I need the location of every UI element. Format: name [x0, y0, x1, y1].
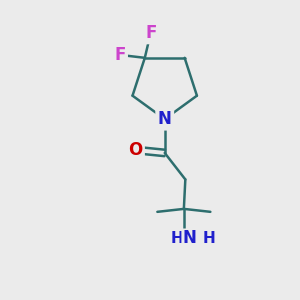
Text: O: O [128, 141, 142, 159]
Text: H: H [203, 231, 216, 246]
Text: F: F [145, 24, 156, 42]
Text: F: F [114, 46, 125, 64]
Text: H: H [171, 231, 184, 246]
Text: N: N [182, 229, 196, 247]
Text: N: N [158, 110, 172, 128]
